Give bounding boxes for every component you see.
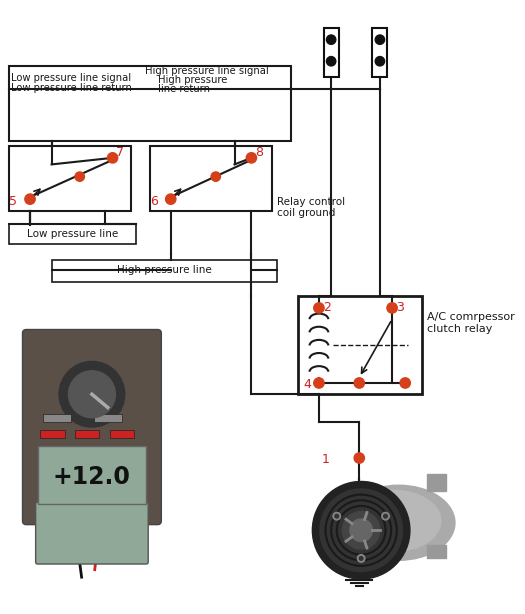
Ellipse shape bbox=[342, 485, 455, 560]
Circle shape bbox=[314, 303, 324, 313]
Circle shape bbox=[358, 554, 365, 562]
Bar bbox=[9, 146, 131, 211]
Bar bbox=[75, 430, 99, 438]
Circle shape bbox=[68, 371, 116, 418]
FancyBboxPatch shape bbox=[36, 502, 148, 564]
Bar bbox=[427, 545, 446, 558]
Circle shape bbox=[400, 378, 411, 388]
Text: coil ground: coil ground bbox=[277, 208, 335, 218]
Text: 5: 5 bbox=[9, 195, 17, 208]
Circle shape bbox=[75, 172, 85, 181]
Circle shape bbox=[108, 153, 118, 163]
Circle shape bbox=[375, 56, 385, 66]
Bar bbox=[51, 260, 277, 282]
Circle shape bbox=[382, 513, 389, 520]
Circle shape bbox=[333, 513, 341, 520]
Circle shape bbox=[387, 303, 397, 313]
Bar bbox=[94, 414, 122, 422]
Circle shape bbox=[384, 515, 387, 518]
Text: Low pressure line signal: Low pressure line signal bbox=[11, 73, 131, 83]
Text: Low pressure line return: Low pressure line return bbox=[11, 82, 132, 93]
Circle shape bbox=[327, 35, 336, 44]
Bar bbox=[37, 446, 146, 504]
Circle shape bbox=[312, 481, 410, 579]
Circle shape bbox=[320, 489, 402, 572]
Bar bbox=[110, 430, 134, 438]
Text: Relay control: Relay control bbox=[277, 197, 345, 207]
Text: High pressure line signal: High pressure line signal bbox=[145, 66, 269, 76]
Circle shape bbox=[59, 362, 125, 427]
Bar bbox=[427, 474, 446, 491]
Circle shape bbox=[314, 378, 324, 388]
FancyBboxPatch shape bbox=[23, 330, 161, 524]
Bar bbox=[40, 430, 65, 438]
Text: High pressure line: High pressure line bbox=[117, 265, 212, 276]
Text: 1: 1 bbox=[322, 453, 330, 467]
Circle shape bbox=[359, 556, 363, 560]
Circle shape bbox=[354, 378, 364, 388]
Text: +12.0: +12.0 bbox=[53, 465, 131, 489]
Bar bbox=[9, 223, 136, 244]
Circle shape bbox=[375, 35, 385, 44]
Bar bbox=[43, 414, 71, 422]
Bar bbox=[372, 28, 387, 77]
Text: 6: 6 bbox=[150, 195, 158, 208]
Circle shape bbox=[350, 519, 372, 542]
Circle shape bbox=[335, 515, 339, 518]
Text: 2: 2 bbox=[323, 301, 331, 314]
Text: 8: 8 bbox=[255, 146, 263, 159]
Ellipse shape bbox=[347, 491, 441, 551]
Circle shape bbox=[25, 194, 35, 204]
Bar bbox=[298, 296, 422, 394]
Text: Low pressure line: Low pressure line bbox=[27, 229, 118, 239]
Circle shape bbox=[211, 172, 220, 181]
Text: 4: 4 bbox=[303, 378, 311, 391]
Bar bbox=[150, 146, 272, 211]
Bar bbox=[323, 28, 339, 77]
Text: High pressure: High pressure bbox=[158, 75, 227, 85]
Circle shape bbox=[327, 56, 336, 66]
Circle shape bbox=[354, 453, 364, 463]
Circle shape bbox=[342, 511, 380, 549]
Text: 3: 3 bbox=[396, 301, 404, 314]
Circle shape bbox=[246, 153, 257, 163]
Text: clutch relay: clutch relay bbox=[427, 324, 492, 333]
Text: A/C comrpessor: A/C comrpessor bbox=[427, 313, 514, 322]
Circle shape bbox=[165, 194, 176, 204]
Text: 7: 7 bbox=[117, 146, 124, 159]
Bar bbox=[9, 66, 291, 141]
Text: line return: line return bbox=[158, 84, 209, 95]
